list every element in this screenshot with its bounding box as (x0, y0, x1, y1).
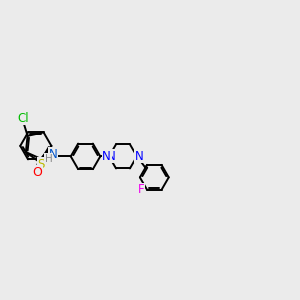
Text: F: F (138, 183, 145, 196)
Text: N: N (102, 150, 111, 163)
Text: N: N (49, 148, 58, 160)
Text: O: O (32, 166, 42, 179)
Text: S: S (37, 158, 44, 171)
Text: N: N (135, 150, 144, 163)
Text: H: H (45, 154, 52, 164)
Text: Cl: Cl (17, 112, 29, 125)
Text: N: N (107, 150, 116, 163)
